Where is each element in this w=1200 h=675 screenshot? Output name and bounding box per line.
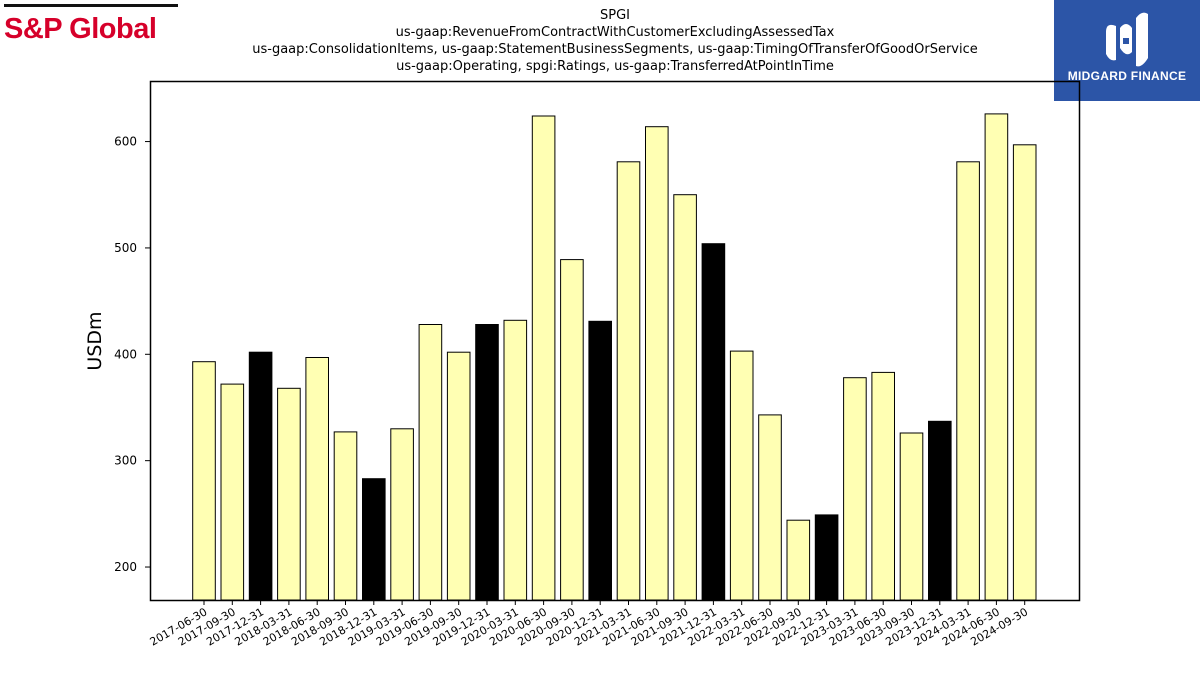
bar-2019-03-31 (390, 428, 414, 601)
bar-2024-03-31 (956, 161, 980, 601)
bar-2018-03-31 (277, 387, 301, 601)
y-tick-label-300: 300 (114, 454, 137, 468)
chart-title-line-1: SPGI (600, 8, 630, 23)
bar-2023-09-30 (899, 432, 924, 601)
bar-2022-03-31 (729, 350, 754, 601)
y-tick-label-400: 400 (114, 347, 137, 361)
midgard-logo-mark-icon (1106, 12, 1148, 67)
logo-rule (4, 4, 178, 7)
bar-2017-09-30 (220, 383, 245, 601)
bar-2023-06-30 (871, 371, 896, 601)
bar-2020-09-30 (560, 259, 584, 601)
bar-2019-09-30 (446, 351, 471, 601)
y-axis: 200 300 400 500 600 (114, 135, 151, 574)
bar-2023-12-31 (928, 420, 952, 601)
bar-2022-12-31 (814, 514, 839, 601)
y-axis-label: USDm (84, 311, 106, 370)
bar-2024-09-30 (1012, 144, 1037, 601)
bar-2022-06-30 (758, 414, 782, 601)
bar-2020-03-31 (503, 319, 528, 601)
chart-title-line-3: us-gaap:ConsolidationItems, us-gaap:Stat… (252, 42, 978, 57)
bar-2023-03-31 (843, 377, 867, 601)
bar-2017-12-31 (248, 351, 273, 601)
y-tick-label-500: 500 (114, 241, 137, 255)
bar-2021-03-31 (616, 161, 641, 601)
plot-frame (149, 80, 1081, 602)
midgard-finance-logo-text: MIDGARD FINANCE (1067, 69, 1187, 83)
bar-2020-06-30 (531, 115, 556, 601)
bar-2018-06-30 (305, 357, 329, 601)
bar-2018-09-30 (333, 431, 358, 601)
bar-2020-12-31 (588, 320, 613, 601)
bar-2024-06-30 (984, 113, 1009, 601)
y-tick-label-600: 600 (114, 135, 137, 149)
chart-title-line-4: us-gaap:Operating, spgi:Ratings, us-gaap… (396, 59, 834, 74)
bar-2022-09-30 (786, 519, 811, 601)
bar-2021-12-31 (701, 243, 726, 601)
bar-2017-06-30 (192, 361, 216, 601)
midgard-finance-logo: MIDGARD FINANCE (1054, 0, 1200, 101)
chart-title: SPGI us-gaap:RevenueFromContractWithCust… (190, 7, 1040, 75)
bar-2021-06-30 (645, 126, 669, 601)
y-tick-label-200: 200 (114, 560, 137, 574)
sp-global-logo: S&P Global (4, 4, 178, 45)
chart-title-line-2: us-gaap:RevenueFromContractWithCustomerE… (395, 25, 835, 40)
bar-2021-09-30 (673, 194, 697, 601)
bar-2018-12-31 (362, 478, 386, 601)
bars-layer (192, 113, 1037, 601)
bar-2019-06-30 (418, 324, 443, 601)
sp-global-logo-text: S&P Global (4, 13, 157, 45)
bar-2019-12-31 (475, 324, 499, 601)
x-axis: 2017-06-302017-09-302017-12-312018-03-31… (148, 600, 1030, 649)
